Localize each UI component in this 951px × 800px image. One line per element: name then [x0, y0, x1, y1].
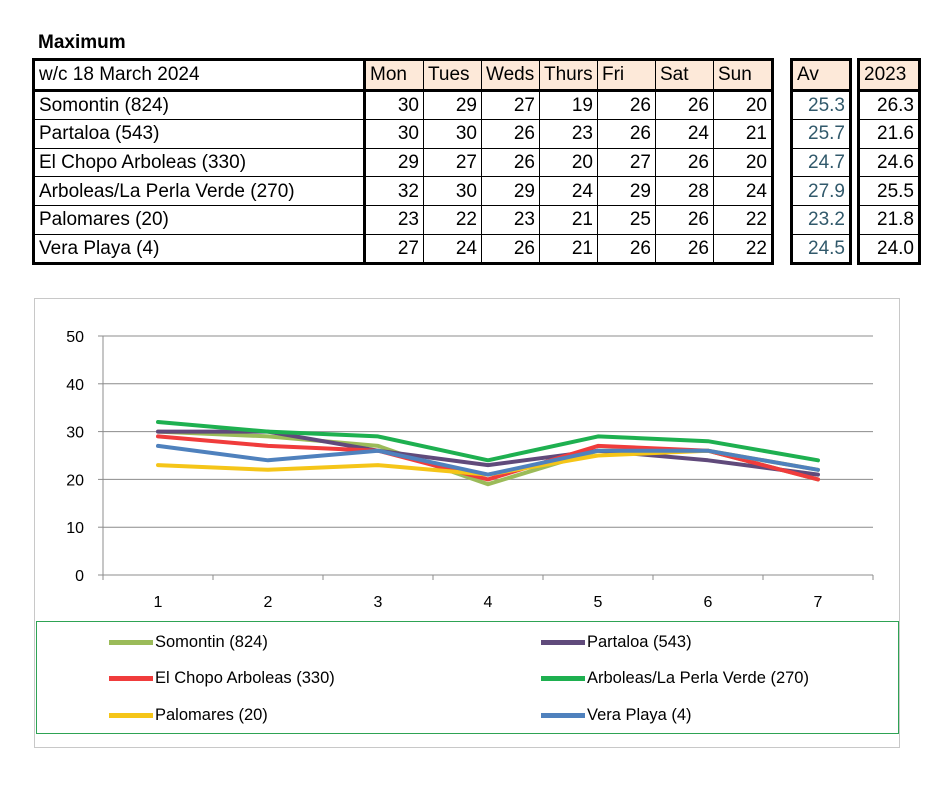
y-tick-label: 40: [66, 377, 84, 394]
temperature-cell: 23: [364, 204, 424, 235]
day-header: Tues: [423, 58, 482, 92]
y-tick-label: 10: [66, 520, 84, 537]
temperature-cell: 26: [481, 119, 540, 149]
temperature-table: w/c 18 March 2024 Mon Tues Weds Thurs Fri Sat S…: [32, 58, 774, 266]
temperature-cell: 29: [423, 89, 482, 121]
temperature-cell: 29: [364, 147, 424, 178]
table-header-row: w/c 18 March 2024 Mon Tues Weds Thurs Fri Sat S…: [32, 58, 774, 92]
table-row: Palomares (20) 23 22 23 21 25 26 22: [32, 204, 774, 235]
legend-swatch: [109, 640, 153, 645]
legend-item: Somontin (824): [109, 632, 469, 652]
temperature-cell: 26: [655, 89, 714, 121]
x-tick-label: 2: [264, 594, 273, 611]
average-table: Av 25.3 25.7 24.7 27.9 23.2 24.5: [790, 58, 852, 266]
chart-legend: Somontin (824) Partaloa (543) El Chopo Arb…: [36, 621, 899, 734]
legend-item: Vera Playa (4): [541, 705, 901, 725]
temperature-cell: 29: [597, 176, 656, 206]
day-header: Sun: [713, 58, 774, 92]
legend-item: Palomares (20): [109, 705, 469, 725]
series-line: [156, 443, 820, 477]
table-row: Arboleas/La Perla Verde (270) 32 30 29 24 29 2…: [32, 176, 774, 206]
temperature-cell: 30: [364, 119, 424, 149]
year-header: 2023: [857, 58, 921, 92]
legend-swatch: [109, 676, 153, 681]
temperature-cell: 24: [539, 176, 598, 206]
temperature-cell: 26: [597, 89, 656, 121]
legend-item: El Chopo Arboleas (330): [109, 668, 469, 688]
legend-swatch: [541, 640, 585, 645]
x-tick-label: 4: [484, 594, 493, 611]
temperature-cell: 22: [713, 233, 774, 266]
x-tick-label: 7: [814, 594, 823, 611]
legend-label: Vera Playa (4): [587, 706, 692, 724]
av-header: Av: [790, 58, 852, 92]
legend-label: El Chopo Arboleas (330): [155, 669, 335, 687]
legend-label: Somontin (824): [155, 633, 268, 651]
legend-label: Arboleas/La Perla Verde (270): [587, 669, 809, 687]
legend-swatch: [541, 713, 585, 718]
station-name: Palomares (20): [32, 204, 366, 235]
legend-item: Partaloa (543): [541, 632, 901, 652]
x-tick-label: 5: [594, 594, 603, 611]
legend-item: Arboleas/La Perla Verde (270): [541, 668, 901, 688]
average-cell: 25.7: [790, 119, 852, 149]
legend-swatch: [109, 713, 153, 718]
day-header: Fri: [597, 58, 656, 92]
day-header: Thurs: [539, 58, 598, 92]
temperature-cell: 22: [423, 204, 482, 235]
temperature-cell: 24: [655, 119, 714, 149]
station-name: El Chopo Arboleas (330): [32, 147, 366, 178]
x-tick-label: 6: [704, 594, 713, 611]
year-value-cell: 21.8: [857, 204, 921, 235]
average-cell: 25.3: [790, 89, 852, 121]
y-tick-label: 20: [66, 472, 84, 489]
temperature-cell: 27: [364, 233, 424, 266]
day-header: Weds: [481, 58, 540, 92]
temperature-cell: 30: [364, 89, 424, 121]
temperature-cell: 24: [423, 233, 482, 266]
temperature-cell: 26: [481, 233, 540, 266]
y-tick-label: 50: [66, 329, 84, 346]
temperature-cell: 20: [713, 147, 774, 178]
series-line: [156, 420, 820, 463]
temperature-cell: 32: [364, 176, 424, 206]
average-cell: 24.5: [790, 233, 852, 266]
legend-swatch: [541, 676, 585, 681]
year-comparison-table: 2023 26.3 21.6 24.6 25.5 21.8 24.0: [857, 58, 921, 266]
temperature-cell: 26: [597, 233, 656, 266]
chart-frame: [34, 298, 900, 748]
temperature-cell: 20: [713, 89, 774, 121]
day-header: Sat: [655, 58, 714, 92]
x-tick-label: 3: [374, 594, 383, 611]
legend-label: Palomares (20): [155, 706, 268, 724]
temperature-cell: 27: [481, 89, 540, 121]
y-tick-label: 30: [66, 425, 84, 442]
table-row: Somontin (824) 30 29 27 19 26 26 20: [32, 89, 774, 121]
legend-label: Partaloa (543): [587, 633, 692, 651]
temperature-cell: 21: [539, 233, 598, 266]
average-cell: 23.2: [790, 204, 852, 235]
temperature-cell: 26: [655, 233, 714, 266]
average-cell: 27.9: [790, 176, 852, 206]
temperature-cell: 24: [713, 176, 774, 206]
y-tick-label: 0: [75, 568, 84, 585]
week-label: w/c 18 March 2024: [32, 58, 366, 92]
year-value-cell: 25.5: [857, 176, 921, 206]
average-cell: 24.7: [790, 147, 852, 178]
temperature-cell: 26: [597, 119, 656, 149]
year-value-cell: 24.6: [857, 147, 921, 178]
temperature-cell: 19: [539, 89, 598, 121]
table-row: Vera Playa (4) 27 24 26 21 26 26 22: [32, 233, 774, 266]
page-title: Maximum: [38, 32, 126, 53]
x-tick-label: 1: [154, 594, 163, 611]
year-value-cell: 26.3: [857, 89, 921, 121]
year-value-cell: 24.0: [857, 233, 921, 266]
year-value-cell: 21.6: [857, 119, 921, 149]
temperature-cell: 29: [481, 176, 540, 206]
station-name: Somontin (824): [32, 89, 366, 121]
station-name: Vera Playa (4): [32, 233, 366, 266]
temperature-cell: 26: [655, 147, 714, 178]
temperature-cell: 27: [423, 147, 482, 178]
